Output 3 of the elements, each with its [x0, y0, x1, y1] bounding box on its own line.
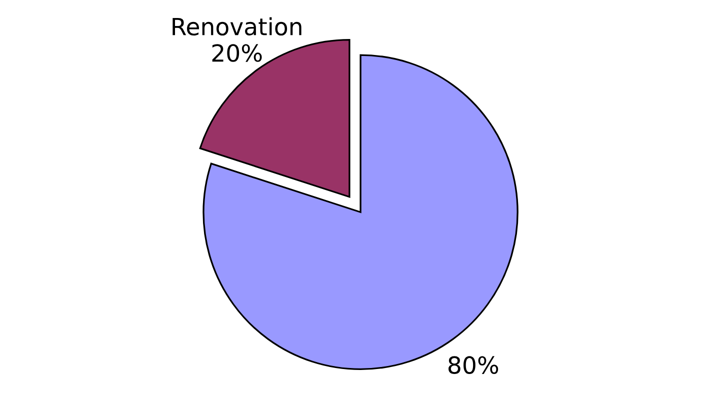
data-label: 80% [448, 356, 498, 374]
slice-label: Renovation [172, 17, 302, 36]
data-label: 20% [212, 44, 262, 62]
